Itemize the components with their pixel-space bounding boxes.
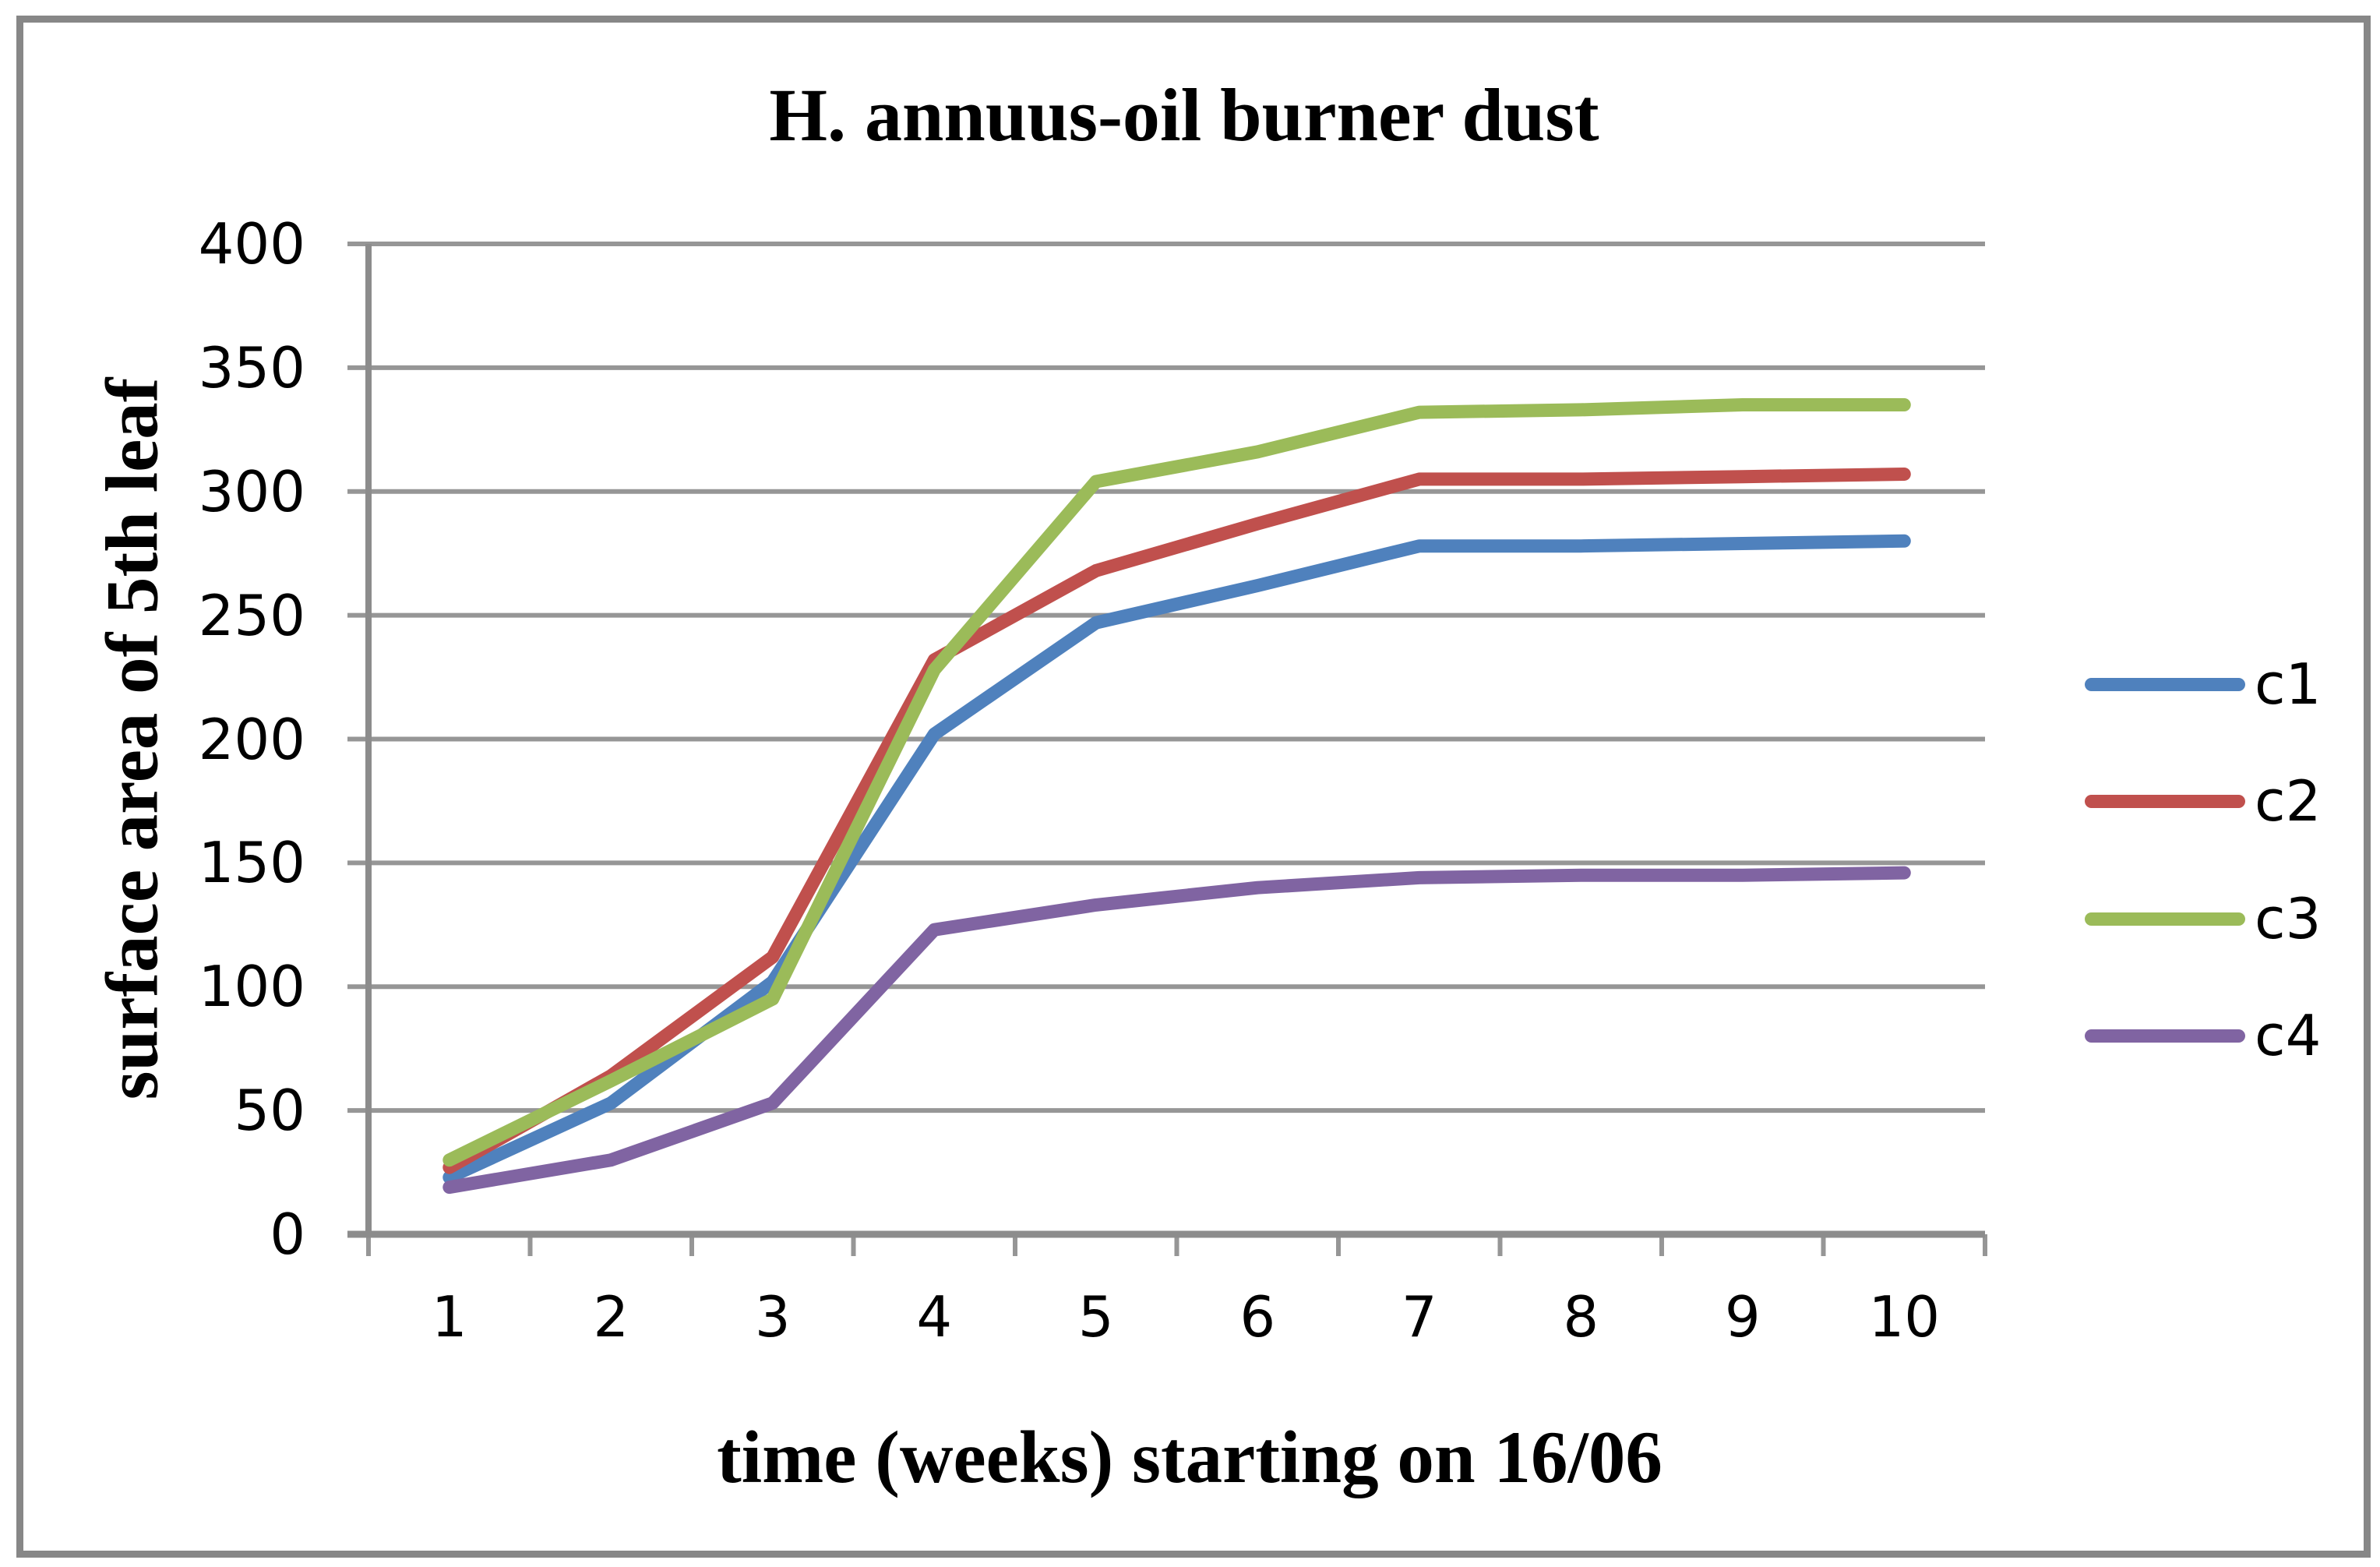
legend-swatch-c3 — [2085, 912, 2245, 926]
ytick-label-100: 100 — [198, 954, 305, 1020]
series-line-c3 — [443, 398, 1911, 1167]
chart-outer-border — [16, 16, 2371, 1558]
ytick-label-250: 250 — [198, 582, 305, 648]
legend-label-c3: c3 — [2255, 886, 2322, 951]
legend-item-c3: c3 — [2085, 888, 2321, 950]
xtick-label-2: 2 — [593, 1284, 629, 1350]
ytick-label-350: 350 — [198, 334, 305, 401]
legend-label-c1: c1 — [2255, 651, 2322, 717]
legend-swatch-c2 — [2085, 794, 2245, 808]
legend-label-c4: c4 — [2255, 1003, 2322, 1068]
ytick-label-150: 150 — [198, 830, 305, 896]
xtick-label-1: 1 — [431, 1284, 467, 1350]
series-line-c1 — [443, 534, 1911, 1184]
xtick-label-9: 9 — [1724, 1284, 1761, 1350]
ytick-label-300: 300 — [198, 458, 305, 524]
xtick-label-4: 4 — [916, 1284, 953, 1350]
series-line-c2 — [443, 468, 1911, 1174]
ytick-label-50: 50 — [234, 1078, 305, 1144]
xtick-label-10: 10 — [1868, 1284, 1941, 1350]
ytick-label-200: 200 — [198, 706, 305, 772]
xtick-label-5: 5 — [1077, 1284, 1114, 1350]
legend-swatch-c4 — [2085, 1029, 2245, 1043]
legend-item-c1: c1 — [2085, 653, 2321, 715]
xtick-label-6: 6 — [1239, 1284, 1276, 1350]
xtick-label-7: 7 — [1401, 1284, 1437, 1350]
legend-item-c2: c2 — [2085, 770, 2321, 832]
ytick-label-400: 400 — [198, 211, 305, 277]
legend-label-c2: c2 — [2255, 768, 2322, 834]
chart-title: H. annuus-oil burner dust — [769, 73, 1599, 157]
legend-swatch-c1 — [2085, 677, 2245, 691]
series-line-c4 — [443, 866, 1911, 1195]
xtick-label-8: 8 — [1563, 1284, 1599, 1350]
xtick-label-3: 3 — [754, 1284, 791, 1350]
legend-item-c4: c4 — [2085, 1004, 2321, 1067]
ytick-label-0: 0 — [270, 1202, 305, 1267]
x-axis-title: time (weeks) starting on 16/06 — [717, 1416, 1662, 1498]
